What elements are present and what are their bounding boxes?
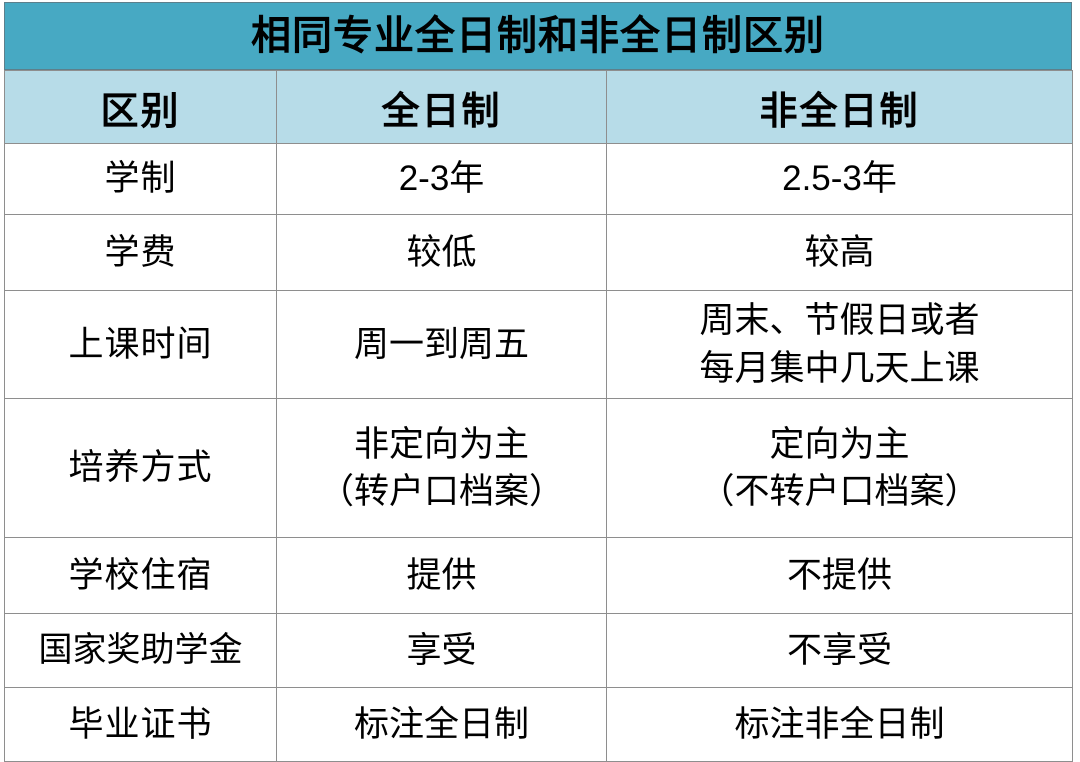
- column-header-part-time: 非全日制: [606, 70, 1073, 144]
- cell-full-time-training-mode: 非定向为主 （转户口档案）: [276, 398, 607, 538]
- cell-part-time-schooling-length: 2.5-3年: [606, 143, 1073, 215]
- cell-part-time-diploma: 标注非全日制: [606, 687, 1073, 762]
- cell-full-time-diploma: 标注全日制: [276, 687, 607, 762]
- cell-line: 定向为主: [769, 424, 910, 464]
- table-row: 学校住宿 提供 不提供: [4, 537, 1073, 614]
- cell-line: （不转户口档案）: [699, 472, 980, 511]
- table-header-row: 区别 全日制 非全日制: [4, 70, 1073, 144]
- cell-part-time-tuition: 较高: [606, 214, 1073, 291]
- row-label-schooling-length: 学制: [4, 143, 277, 215]
- row-label-tuition: 学费: [4, 214, 277, 291]
- cell-part-time-class-time: 周末、节假日或者 每月集中几天上课: [606, 290, 1073, 399]
- cell-part-time-dormitory: 不提供: [606, 537, 1073, 614]
- row-label-diploma: 毕业证书: [4, 687, 277, 762]
- table-row: 学费 较低 较高: [4, 214, 1073, 291]
- comparison-table: 区别 全日制 非全日制 学制 2-3年 2.5-3年 学费 较低 较高 上课时间…: [4, 70, 1073, 762]
- cell-full-time-schooling-length: 2-3年: [276, 143, 607, 215]
- row-label-dormitory: 学校住宿: [4, 537, 277, 614]
- table-row: 上课时间 周一到周五 周末、节假日或者 每月集中几天上课: [4, 290, 1073, 399]
- table-row: 国家奖助学金 享受 不享受: [4, 613, 1073, 688]
- cell-full-time-national-scholarship: 享受: [276, 613, 607, 688]
- table-row: 培养方式 非定向为主 （转户口档案） 定向为主 （不转户口档案）: [4, 398, 1073, 538]
- table-row: 毕业证书 标注全日制 标注非全日制: [4, 687, 1073, 762]
- table-title-banner: 相同专业全日制和非全日制区别: [4, 2, 1072, 70]
- cell-line: （转户口档案）: [318, 472, 564, 511]
- cell-part-time-training-mode: 定向为主 （不转户口档案）: [606, 398, 1073, 538]
- row-label-national-scholarship: 国家奖助学金: [4, 613, 277, 688]
- cell-part-time-national-scholarship: 不享受: [606, 613, 1073, 688]
- cell-full-time-tuition: 较低: [276, 214, 607, 291]
- cell-line: 非定向为主: [353, 424, 529, 464]
- page-title: 相同专业全日制和非全日制区别: [251, 14, 825, 58]
- row-label-training-mode: 培养方式: [4, 398, 277, 538]
- cell-line: 每月集中几天上课: [699, 348, 980, 388]
- row-label-class-time: 上课时间: [4, 290, 277, 399]
- cell-line: 周末、节假日或者: [699, 301, 980, 341]
- cell-full-time-dormitory: 提供: [276, 537, 607, 614]
- cell-full-time-class-time: 周一到周五: [276, 290, 607, 399]
- column-header-full-time: 全日制: [276, 70, 607, 144]
- column-header-category: 区别: [4, 70, 277, 144]
- table-row: 学制 2-3年 2.5-3年: [4, 143, 1073, 215]
